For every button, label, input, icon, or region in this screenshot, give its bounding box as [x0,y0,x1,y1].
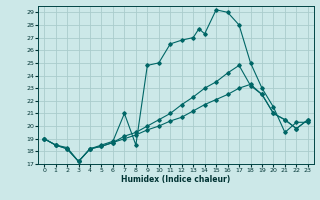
X-axis label: Humidex (Indice chaleur): Humidex (Indice chaleur) [121,175,231,184]
